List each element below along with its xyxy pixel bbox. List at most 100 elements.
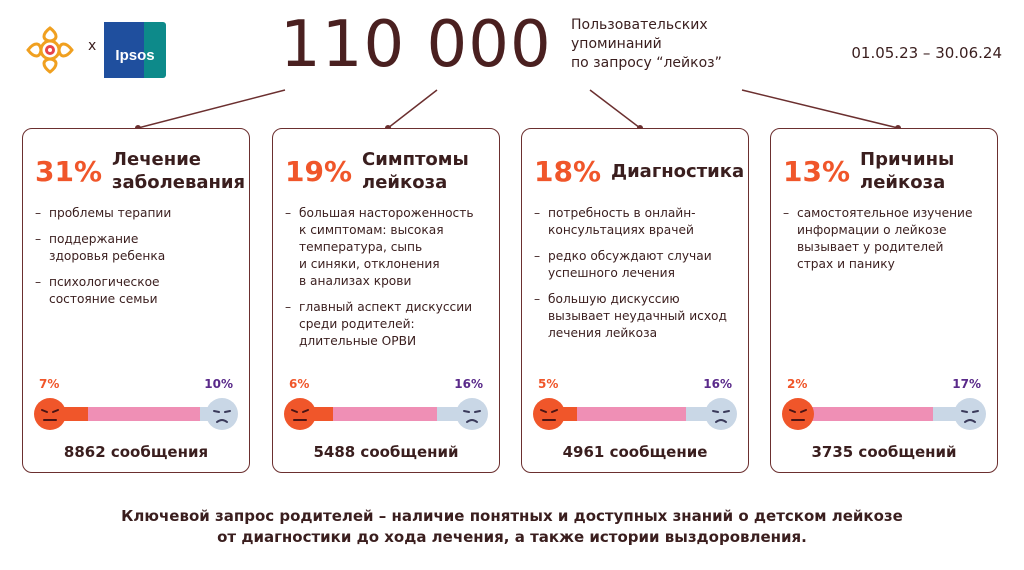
sentiment-bar: 6% 16%	[283, 373, 489, 433]
sentiment-bar: 2% 17%	[781, 373, 987, 433]
angry-face-icon	[34, 398, 66, 430]
topic-card: 13% Причины лейкоза – самостоятельное изучен…	[770, 128, 998, 473]
card-title-line: Лечение	[112, 149, 202, 170]
card-bullet: – потребность в онлайн-консультациях врач…	[534, 205, 740, 239]
bullet-line: информации о лейкозе	[797, 223, 947, 237]
card-bullet: – самостоятельное изучение информации о ле…	[783, 205, 989, 273]
card-title-line: Диагностика	[611, 160, 745, 182]
card-bullet: – проблемы терапии	[35, 205, 241, 222]
sad-emotion-percent: 16%	[454, 377, 483, 391]
bullet-line: поддержание	[49, 232, 139, 246]
footer-conclusion: Ключевой запрос родителей – наличие поня…	[0, 506, 1024, 548]
card-title-line: лейкоза	[362, 172, 448, 193]
bullet-line: проблемы терапии	[49, 206, 172, 220]
bar-track	[552, 407, 718, 421]
bullet-line: главный аспект дискуссии	[299, 300, 473, 314]
sad-face-icon	[206, 398, 238, 430]
card-title-line: лейкоза	[860, 172, 946, 193]
bullet-line: и синяки, отклонения	[299, 257, 440, 271]
bullet-dash: –	[35, 275, 42, 289]
bullet-line: большую дискуссию	[548, 292, 680, 306]
card-bullet-list: – большая настороженность к симптомам: выс…	[285, 205, 491, 359]
bar-neutral-segment	[88, 407, 200, 421]
card-bullet: – психологическое состояние семьи	[35, 274, 241, 308]
connector-line	[387, 89, 438, 129]
logo-separator: x	[88, 38, 97, 54]
card-bullet: – большая настороженность к симптомам: выс…	[285, 205, 491, 290]
total-mentions-number: 110 000	[280, 8, 552, 82]
bullet-dash: –	[285, 206, 292, 220]
message-count: 3735 сообщений	[811, 443, 957, 461]
card-percent: 31%	[35, 154, 103, 188]
bullet-dash: –	[285, 300, 292, 314]
card-title: Симптомы лейкоза	[362, 148, 469, 194]
sad-emotion-percent: 16%	[703, 377, 732, 391]
sad-face-icon	[954, 398, 986, 430]
sad-face-icon	[705, 398, 737, 430]
card-bullet-list: – самостоятельное изучение информации о ле…	[783, 205, 989, 282]
card-percent: 19%	[285, 154, 353, 188]
bar-track	[303, 407, 469, 421]
bullet-line: самостоятельное изучение	[797, 206, 973, 220]
bullet-line: здоровья ребенка	[49, 249, 166, 263]
bar-neutral-segment	[811, 407, 933, 421]
angry-face-icon	[533, 398, 565, 430]
topic-card: 19% Симптомы лейкоза – большая настороженнос…	[272, 128, 500, 473]
bullet-dash: –	[534, 249, 541, 263]
bar-track	[801, 407, 967, 421]
card-header: 13% Причины лейкоза	[783, 141, 989, 201]
mentions-line: по запросу “лейкоз”	[571, 55, 722, 71]
angry-face-icon	[284, 398, 316, 430]
bullet-line: страх и панику	[797, 257, 895, 271]
card-bullet-list: – проблемы терапии – поддержание здоровья ре…	[35, 205, 241, 317]
flower-logo-icon	[26, 26, 74, 74]
connector-line	[137, 89, 286, 129]
bullet-dash: –	[35, 206, 42, 220]
message-count: 5488 сообщений	[313, 443, 459, 461]
sad-face-icon	[456, 398, 488, 430]
bullet-line: консультациях врачей	[548, 223, 694, 237]
bullet-line: вызывает неудачный исход	[548, 309, 727, 323]
bullet-dash: –	[534, 206, 541, 220]
bullet-line: в анализах крови	[299, 274, 412, 288]
card-title-line: Причины	[860, 149, 955, 170]
footer-line: Ключевой запрос родителей – наличие поня…	[121, 507, 903, 525]
message-count: 8862 сообщения	[63, 443, 209, 461]
bullet-line: вызывает у родителей	[797, 240, 944, 254]
negative-emotion-percent: 5%	[538, 377, 559, 391]
footer-line: от диагностики до хода лечения, а также …	[217, 528, 807, 546]
card-bullet: – большую дискуссию вызывает неудачный исх…	[534, 291, 740, 342]
card-bullet: – редко обсуждают случаи успешного лечения	[534, 248, 740, 282]
sad-emotion-percent: 10%	[204, 377, 233, 391]
card-percent: 18%	[534, 154, 602, 188]
card-header: 18% Диагностика	[534, 141, 744, 201]
bullet-line: потребность в онлайн-	[548, 206, 696, 220]
mentions-line: упоминаний	[571, 36, 662, 52]
card-title: Диагностика	[611, 160, 744, 183]
bullet-line: успешного лечения	[548, 266, 675, 280]
ipsos-logo-icon: Ipsos	[104, 22, 166, 78]
sentiment-bar: 7% 10%	[33, 373, 239, 433]
bullet-dash: –	[534, 292, 541, 306]
bullet-line: среди родителей:	[299, 317, 415, 331]
card-title-line: Симптомы	[362, 149, 469, 170]
bullet-dash: –	[783, 206, 790, 220]
bullet-dash: –	[35, 232, 42, 246]
topic-card: 18% Диагностика – потребность в онлайн-конс…	[521, 128, 749, 473]
topic-card: 31% Лечение заболевания – проблемы терапии – п…	[22, 128, 250, 473]
bullet-line: длительные ОРВИ	[299, 334, 417, 348]
angry-face-icon	[782, 398, 814, 430]
negative-emotion-percent: 7%	[39, 377, 60, 391]
bullet-line: состояние семьи	[49, 292, 158, 306]
card-bullet: – поддержание здоровья ребенка	[35, 231, 241, 265]
bullet-line: к симптомам: высокая	[299, 223, 444, 237]
message-count: 4961 сообщение	[562, 443, 708, 461]
card-bullet: – главный аспект дискуссии среди родителей…	[285, 299, 491, 350]
card-bullet-list: – потребность в онлайн-консультациях врач…	[534, 205, 740, 351]
card-title: Лечение заболевания	[112, 148, 245, 194]
bullet-line: большая настороженность	[299, 206, 474, 220]
bullet-line: редко обсуждают случаи	[548, 249, 712, 263]
mentions-line: Пользовательских	[571, 17, 708, 33]
bar-neutral-segment	[333, 407, 437, 421]
mentions-caption: Пользовательских упоминаний по запросу “…	[571, 16, 771, 73]
